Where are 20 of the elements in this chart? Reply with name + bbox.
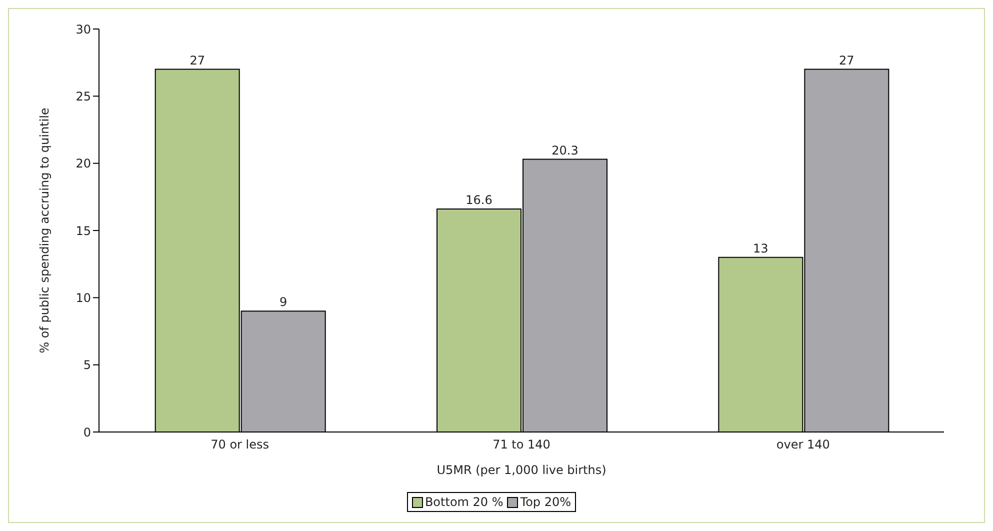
data-label: 27 [190, 53, 205, 68]
legend-label: Top 20% [519, 495, 572, 509]
y-tick-label: 20 [76, 156, 91, 171]
data-label: 27 [839, 53, 854, 68]
y-tick-label: 30 [76, 22, 91, 36]
y-tick-label: 15 [76, 224, 91, 238]
x-axis-title: U5MR (per 1,000 live births) [436, 463, 606, 477]
data-label: 20.3 [552, 143, 578, 158]
data-label: 9 [280, 295, 288, 310]
x-tick-label: 71 to 140 [492, 438, 550, 452]
y-tick-label: 25 [76, 89, 91, 104]
data-label: 16.6 [466, 193, 492, 208]
legend-label: Bottom 20 % [424, 495, 504, 509]
y-tick-label: 10 [76, 290, 91, 305]
y-tick-label: 5 [83, 358, 91, 372]
y-axis-title: % of public spending accruing to quintile [37, 108, 52, 354]
x-tick-label: over 140 [776, 438, 830, 452]
x-tick-label: 70 or less [210, 438, 270, 452]
data-label: 13 [753, 241, 768, 256]
y-tick-label: 0 [83, 425, 91, 440]
